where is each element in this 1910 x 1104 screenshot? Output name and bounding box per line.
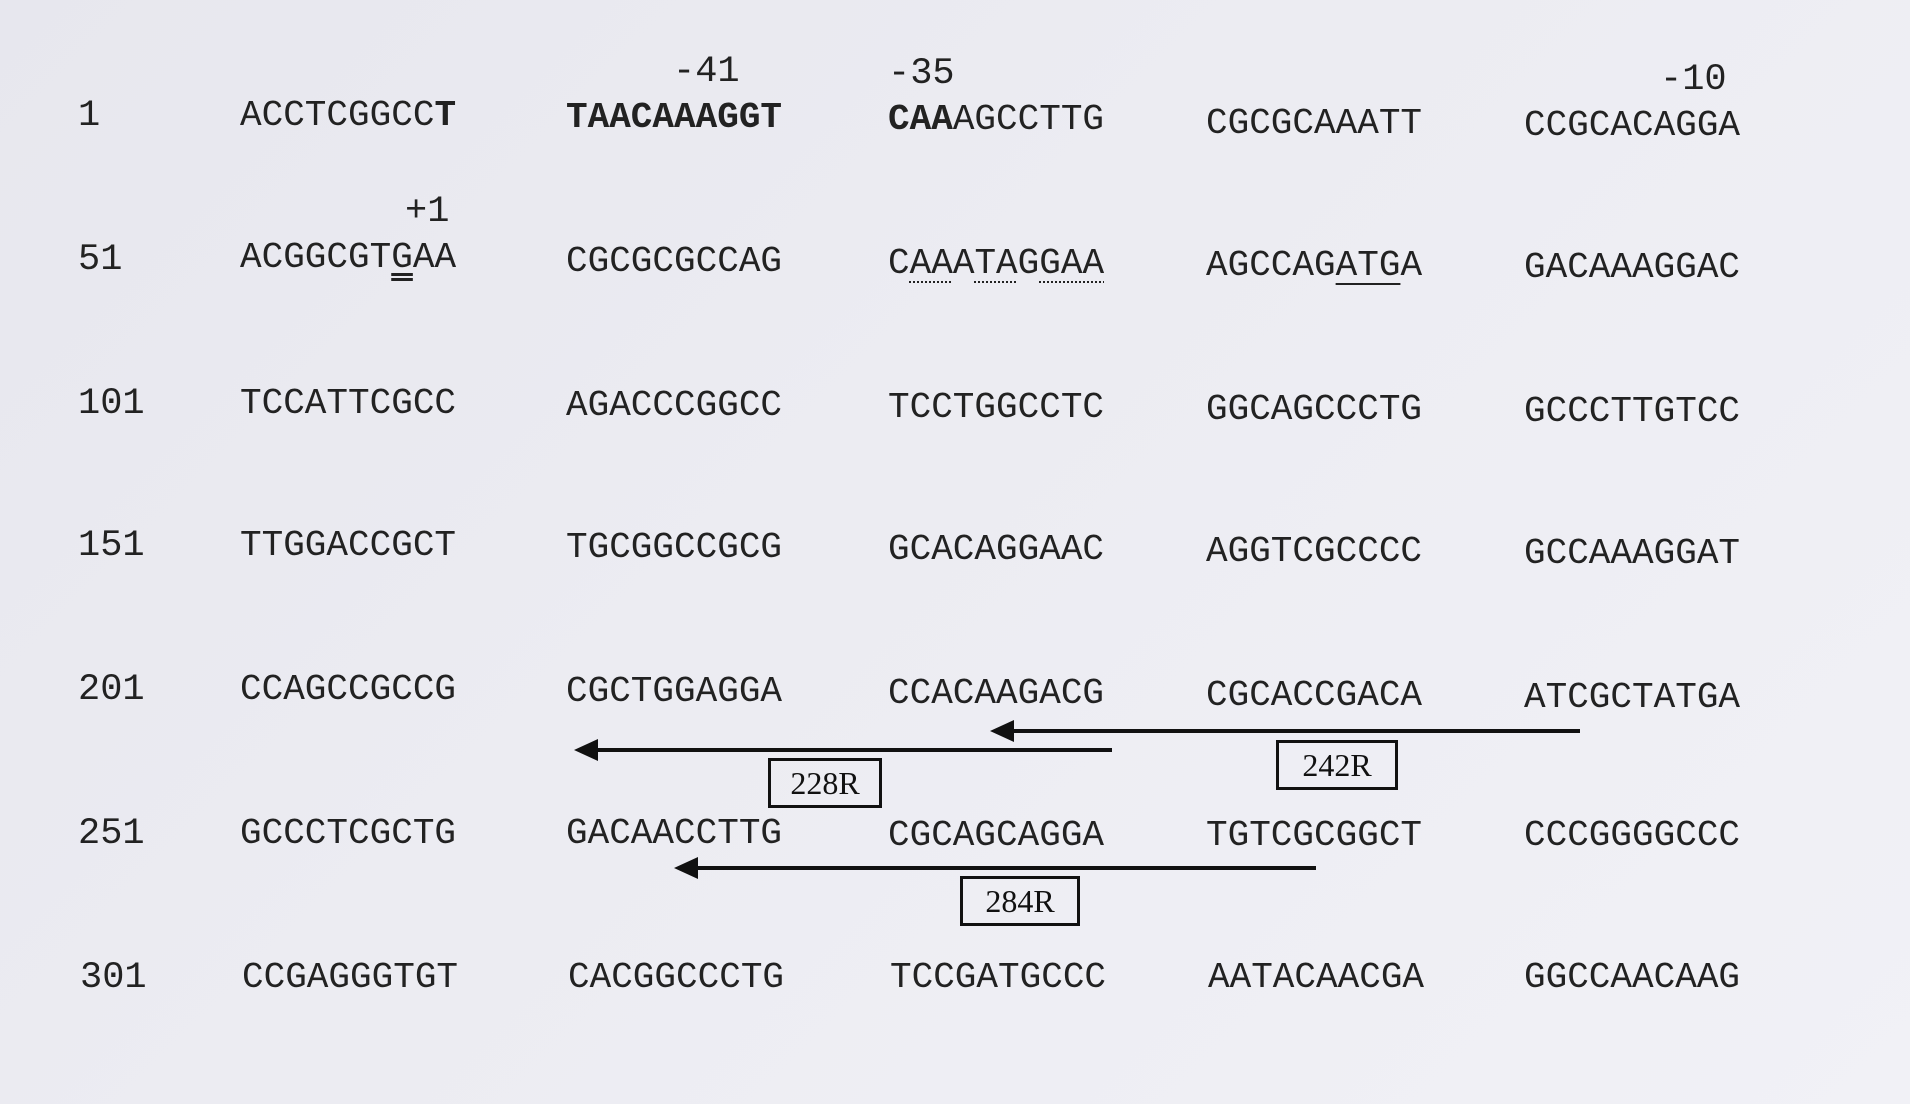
seq-block-2-3-a: A <box>952 243 975 284</box>
seq-block-5-3: CCACAAGACG <box>888 673 1105 714</box>
row-number-201: 201 <box>78 669 145 711</box>
rbs-dotted-3: GAA <box>1039 243 1105 284</box>
seq-block-3-4: GGCAGCCCTG <box>1206 389 1423 430</box>
primer-label-228r: 228R <box>768 758 882 808</box>
rbs-dotted-1: AA <box>909 243 953 284</box>
seq-block-2-4: AGCCAGATGA <box>1206 246 1422 286</box>
seq-block-7-4: AATACAACGA <box>1208 957 1425 998</box>
seq-block-1-1-bold: T <box>434 95 457 136</box>
seq-block-2-1: ACGGCGTGAA <box>240 238 456 278</box>
seq-block-2-1-pre: ACGGCGT <box>240 237 392 278</box>
seq-block-2-2: CGCGCGCCAG <box>566 241 783 282</box>
row-number-301: 301 <box>80 957 147 999</box>
arrow-284r <box>674 857 1316 879</box>
seq-block-2-5: GACAAAGGAC <box>1524 247 1741 288</box>
rbs-dotted-2: TA <box>974 243 1018 284</box>
position-minus-35: -35 <box>888 53 955 95</box>
primer-label-242r: 242R <box>1276 740 1398 790</box>
seq-block-1-5: CCGCACAGGA <box>1524 105 1741 146</box>
seq-block-6-3: CGCAGCAGGA <box>888 815 1105 856</box>
seq-block-1-4: CGCGCAAATT <box>1206 103 1423 144</box>
row-number-251: 251 <box>78 813 145 855</box>
seq-block-1-1: ACCTCGGCCT <box>240 96 456 136</box>
seq-block-6-2: GACAACCTTG <box>566 813 783 854</box>
row-number-1: 1 <box>78 95 101 137</box>
seq-block-1-1-plain: ACCTCGGCC <box>240 95 435 136</box>
seq-block-5-4: CGCACCGACA <box>1206 675 1423 716</box>
seq-block-2-1-post: AA <box>412 237 457 278</box>
seq-block-4-3: GCACAGGAAC <box>888 529 1105 570</box>
row-number-151: 151 <box>78 525 145 567</box>
row-number-51: 51 <box>78 239 123 281</box>
seq-block-7-2: CACGGCCCTG <box>568 957 785 998</box>
seq-block-6-1: GCCCTCGCTG <box>240 813 457 854</box>
seq-block-2-3: CAAATAGGAA <box>888 244 1104 284</box>
seq-block-4-2: TGCGGCCGCG <box>566 527 783 568</box>
seq-block-5-5: ATCGCTATGA <box>1524 677 1741 718</box>
seq-block-3-3: TCCTGGCCTC <box>888 387 1105 428</box>
seq-block-4-5: GCCAAAGGAT <box>1524 533 1741 574</box>
seq-block-1-3-bold: CAA <box>888 99 953 140</box>
arrow-242r <box>990 720 1580 742</box>
position-minus-41: -41 <box>673 51 740 93</box>
arrow-228r <box>574 739 1112 761</box>
seq-block-5-2: CGCTGGAGGA <box>566 671 783 712</box>
seq-block-2-4-post: A <box>1400 245 1423 286</box>
seq-block-4-4: AGGTCGCCCC <box>1206 531 1423 572</box>
seq-block-4-1: TTGGACCGCT <box>240 525 457 566</box>
seq-block-6-5: CCCGGGGCCC <box>1524 815 1741 856</box>
seq-block-2-3-g: G <box>1017 243 1040 284</box>
seq-block-1-3-plain: AGCCTTG <box>952 99 1105 140</box>
position-minus-10: -10 <box>1660 59 1727 101</box>
seq-block-2-3-c: C <box>888 243 910 284</box>
position-plus-1: +1 <box>405 191 450 233</box>
seq-block-1-3: CAAAGCCTTG <box>888 100 1104 140</box>
seq-block-6-4: TGTCGCGGCT <box>1206 815 1423 856</box>
seq-block-7-1: CCGAGGGTGT <box>242 957 459 998</box>
seq-block-2-4-pre: AGCCAG <box>1206 245 1336 286</box>
seq-block-3-5: GCCCTTGTCC <box>1524 391 1741 432</box>
transcription-start-base: G <box>391 237 413 278</box>
row-number-101: 101 <box>78 383 145 425</box>
primer-label-284r: 284R <box>960 876 1080 926</box>
seq-block-1-2: TAACAAAGGT <box>566 97 783 138</box>
seq-block-7-3: TCCGATGCCC <box>890 957 1107 998</box>
seq-block-3-2: AGACCCGGCC <box>566 385 783 426</box>
seq-block-5-1: CCAGCCGCCG <box>240 669 457 710</box>
seq-block-3-1: TCCATTCGCC <box>240 383 457 424</box>
start-codon-atg: ATG <box>1335 245 1401 286</box>
seq-block-7-5: GGCCAACAAG <box>1524 957 1741 998</box>
